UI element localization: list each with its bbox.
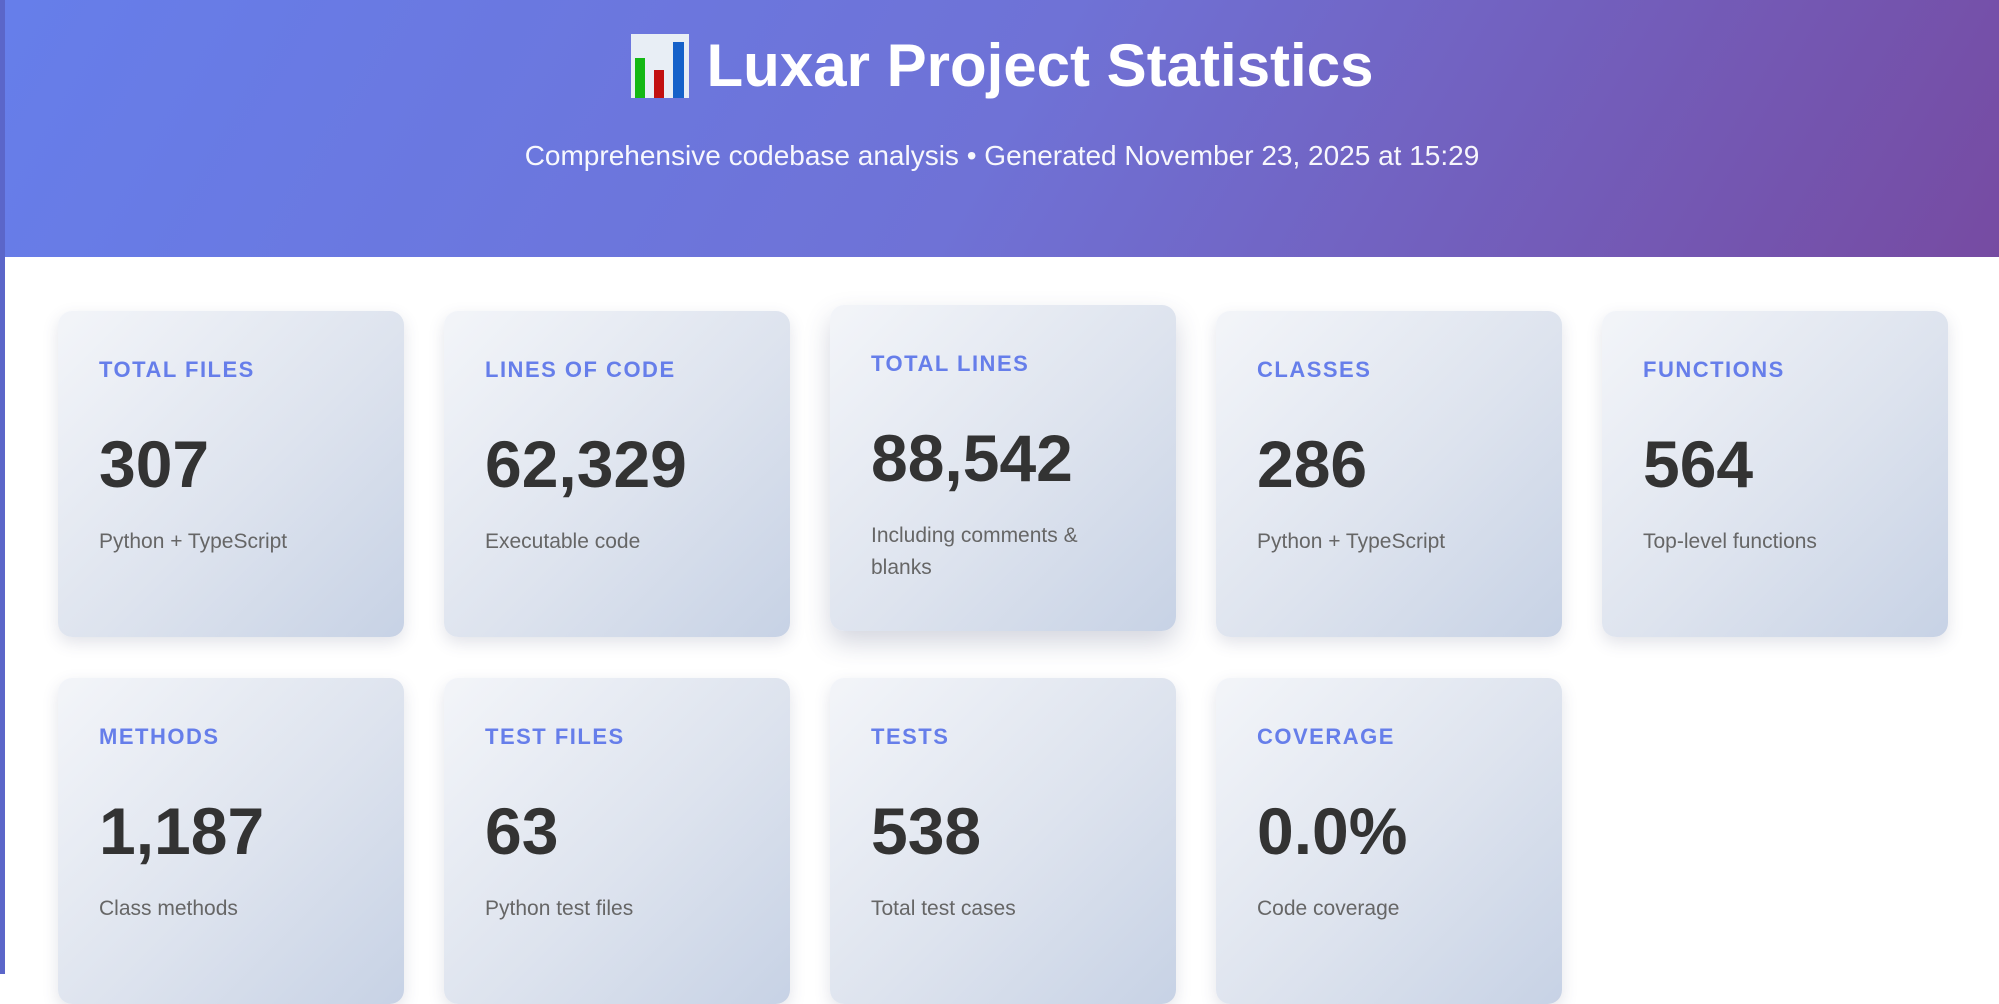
stat-label: Tests [871,724,950,749]
stat-card-total-files: Total Files 307 Python + TypeScript [58,311,404,637]
stat-label: Coverage [1257,724,1395,749]
stat-desc: Total test cases [871,897,1016,920]
stat-label: Lines of Code [485,357,676,382]
stat-label: Functions [1643,357,1785,382]
stat-value: 564 [1643,427,1754,501]
stat-desc: Code coverage [1257,897,1400,920]
left-edge [0,0,5,974]
stat-label: Classes [1257,357,1372,382]
stat-desc: Executable code [485,530,641,553]
page-header: Luxar Project Statistics Comprehensive c… [5,0,1999,257]
stats-grid: Total Files 307 Python + TypeScript Lines o… [58,305,1949,1004]
stat-card-classes: Classes 286 Python + TypeScript [1216,311,1562,637]
stat-value: 63 [485,794,559,868]
stat-card-methods: Methods 1,187 Class methods [58,678,404,1004]
stat-desc: Python test files [485,897,634,920]
stat-desc: Top-level functions [1643,530,1817,553]
stat-card-total-lines: Total Lines 88,542 Including comments & bl… [830,305,1176,631]
stat-card-tests: Tests 538 Total test cases [830,678,1176,1004]
bar-chart-icon [630,34,689,98]
stat-label: Test Files [485,724,625,749]
stat-desc: Python + TypeScript [99,530,288,553]
stat-card-test-files: Test Files 63 Python test files [444,678,790,1004]
page-subtitle: Comprehensive codebase analysis • Genera… [524,140,1480,171]
stat-card-functions: Functions 564 Top-level functions [1602,311,1948,637]
stat-label: Methods [99,724,220,749]
stat-value: 1,187 [99,794,265,868]
stat-desc: Including comments & blanks [871,524,1078,579]
stat-value: 307 [99,427,210,501]
stat-label: Total Files [99,357,255,382]
title-text: Luxar Project Statistics [706,32,1374,99]
stat-value: 286 [1257,427,1368,501]
stat-value: 538 [871,794,982,868]
stat-value: 62,329 [485,427,687,501]
stat-card-lines-of-code: Lines of Code 62,329 Executable code [444,311,790,637]
stat-label: Total Lines [871,351,1030,376]
stat-desc: Class methods [99,897,238,920]
stat-value: 88,542 [871,421,1073,495]
page-title: Luxar Project Statistics [5,28,1999,104]
stat-card-coverage: Coverage 0.0% Code coverage [1216,678,1562,1004]
stat-value: 0.0% [1257,794,1408,868]
stat-desc: Python + TypeScript [1257,530,1446,553]
